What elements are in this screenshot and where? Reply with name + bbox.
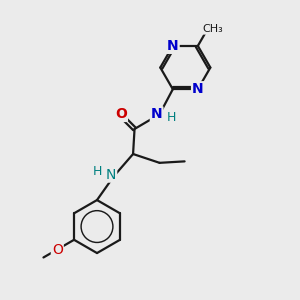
Text: N: N (151, 107, 162, 121)
Text: H: H (167, 111, 177, 124)
Text: N: N (167, 39, 178, 53)
Text: H: H (93, 165, 102, 178)
Text: N: N (192, 82, 204, 96)
Text: CH₃: CH₃ (202, 24, 223, 34)
Text: N: N (106, 168, 116, 182)
Text: O: O (115, 107, 127, 121)
Text: O: O (52, 243, 63, 257)
